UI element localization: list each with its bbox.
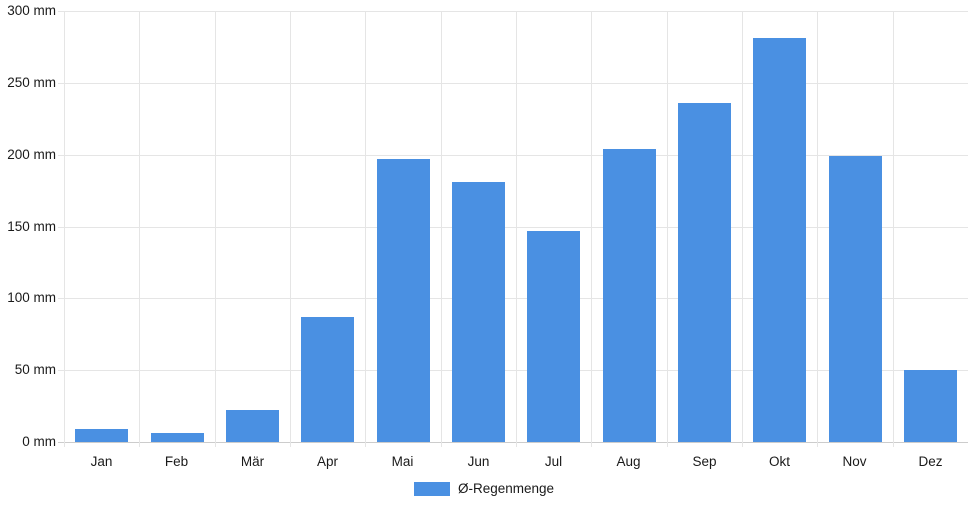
gridline-v: [214, 11, 216, 447]
legend-item-regenmenge[interactable]: Ø-Regenmenge: [413, 481, 555, 497]
x-axis-tick-label: Nov: [842, 454, 867, 469]
bar-apr: [301, 317, 354, 442]
x-axis-tick-label: Okt: [768, 454, 790, 469]
bar-jan: [75, 429, 128, 442]
legend: Ø-Regenmenge: [0, 481, 968, 497]
bar-aug: [603, 149, 656, 442]
x-axis-tick-label: Jan: [90, 454, 113, 469]
y-axis-tick-label: 150 mm: [7, 218, 56, 234]
gridline-v: [892, 11, 894, 447]
gridline-v: [516, 11, 517, 447]
x-axis-tick-label: Apr: [316, 454, 338, 469]
legend-swatch-icon: [413, 482, 450, 496]
bar-sep: [678, 103, 731, 442]
bar-mär: [226, 410, 279, 442]
gridline-v: [666, 11, 668, 447]
gridline-v: [440, 11, 442, 447]
x-axis-tick-label: Jul: [544, 454, 563, 469]
y-axis-tick-label: 200 mm: [7, 146, 56, 162]
bar-feb: [151, 433, 204, 442]
x-axis-tick-label: Aug: [616, 454, 641, 469]
bar-nov: [829, 156, 882, 442]
bar-okt: [753, 38, 806, 442]
y-axis-tick-label: 0 mm: [22, 434, 56, 449]
x-axis-line: [58, 442, 968, 443]
y-axis-line: [64, 11, 65, 447]
x-axis-tick-label: Dez: [918, 454, 943, 469]
bar-jun: [452, 182, 505, 442]
gridline-h: [58, 11, 968, 12]
x-axis-tick-label: Mär: [240, 454, 265, 469]
y-axis-tick-label: 300 mm: [7, 3, 56, 18]
gridline-v: [365, 11, 367, 447]
gridline-h: [58, 82, 968, 84]
gridline-v: [290, 11, 291, 447]
x-axis-tick-label: Jun: [467, 454, 490, 469]
x-axis-tick-label: Feb: [164, 454, 189, 469]
x-axis-tick-label: Mai: [391, 454, 414, 469]
gridline-v: [817, 11, 819, 447]
legend-label: Ø-Regenmenge: [457, 481, 555, 496]
bar-dez: [904, 370, 957, 442]
bar-jul: [527, 231, 580, 442]
gridline-v: [139, 11, 141, 447]
gridline-v: [591, 11, 593, 447]
bar-mai: [377, 159, 430, 442]
y-axis-tick-label: 250 mm: [7, 74, 56, 90]
x-axis-tick-label: Sep: [692, 454, 717, 469]
gridline-v: [742, 11, 743, 447]
y-axis-tick-label: 100 mm: [7, 290, 56, 306]
y-axis-tick-label: 50 mm: [14, 362, 56, 378]
